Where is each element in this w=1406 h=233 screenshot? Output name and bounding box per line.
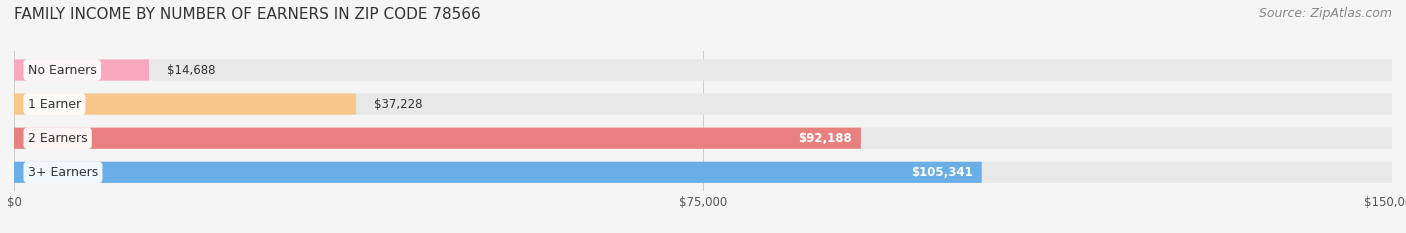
- Text: FAMILY INCOME BY NUMBER OF EARNERS IN ZIP CODE 78566: FAMILY INCOME BY NUMBER OF EARNERS IN ZI…: [14, 7, 481, 22]
- Text: Source: ZipAtlas.com: Source: ZipAtlas.com: [1258, 7, 1392, 20]
- FancyBboxPatch shape: [14, 93, 1392, 115]
- Text: $14,688: $14,688: [167, 64, 217, 76]
- FancyBboxPatch shape: [14, 128, 1392, 149]
- FancyBboxPatch shape: [14, 93, 356, 115]
- Text: 3+ Earners: 3+ Earners: [28, 166, 98, 179]
- FancyBboxPatch shape: [14, 162, 981, 183]
- FancyBboxPatch shape: [14, 59, 1392, 81]
- FancyBboxPatch shape: [14, 162, 1392, 183]
- Text: $105,341: $105,341: [911, 166, 973, 179]
- FancyBboxPatch shape: [14, 128, 860, 149]
- FancyBboxPatch shape: [14, 59, 149, 81]
- Text: 1 Earner: 1 Earner: [28, 98, 82, 111]
- Text: $92,188: $92,188: [799, 132, 852, 145]
- Text: $37,228: $37,228: [374, 98, 423, 111]
- Text: 2 Earners: 2 Earners: [28, 132, 87, 145]
- Text: No Earners: No Earners: [28, 64, 97, 76]
